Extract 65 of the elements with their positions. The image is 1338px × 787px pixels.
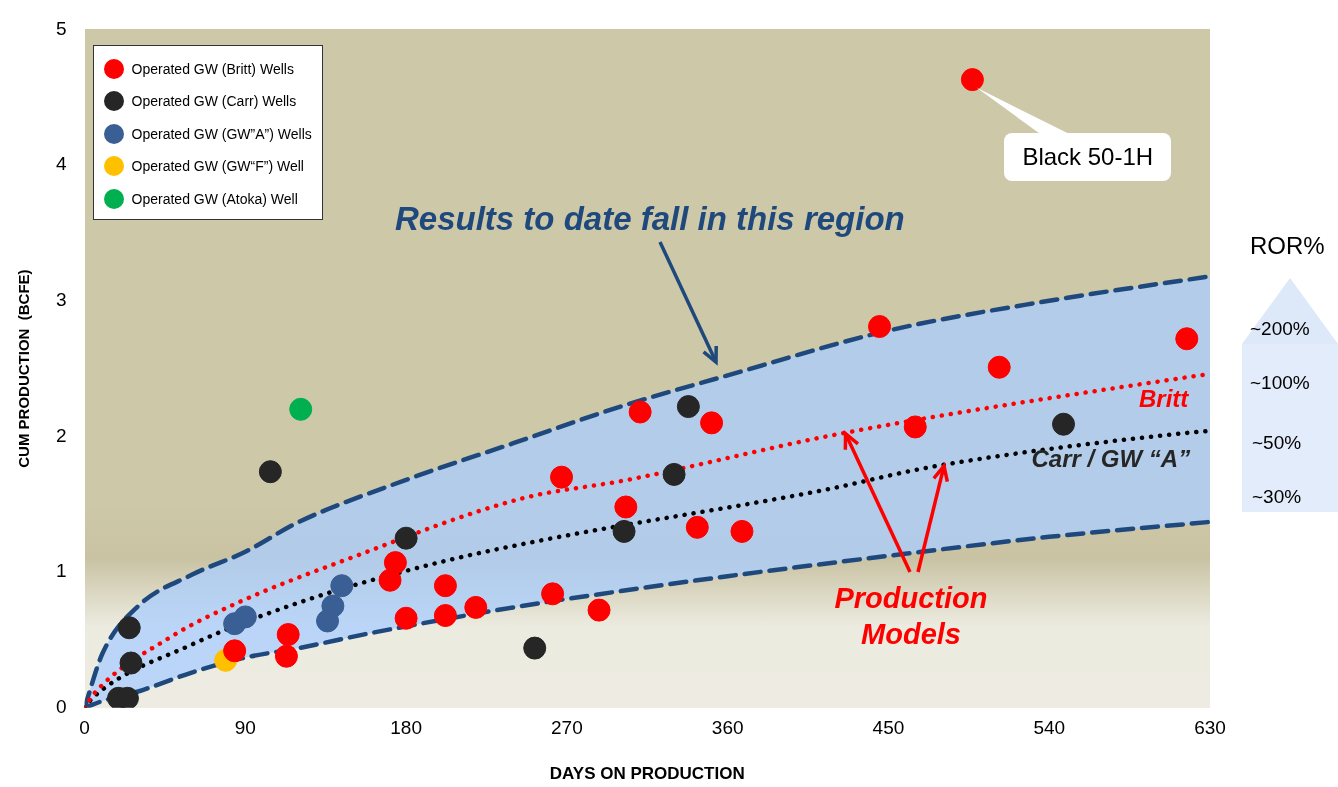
annotation: Results to date fall in this region [395, 200, 905, 238]
x-tick-label: 450 [872, 717, 905, 739]
text: ~100% [1250, 372, 1310, 394]
x-tick-label: 630 [1194, 717, 1226, 739]
point [378, 568, 402, 592]
point [316, 609, 340, 633]
point [289, 397, 313, 421]
point [223, 639, 247, 663]
point [685, 515, 709, 539]
y-tick-label: 5 [55, 17, 67, 39]
point [1052, 412, 1076, 436]
point [119, 651, 143, 675]
x-tick-label: 0 [79, 717, 90, 739]
x-tick-label: 90 [234, 717, 256, 739]
point [614, 495, 638, 519]
text: ROR% [1250, 232, 1325, 260]
point [628, 400, 652, 424]
point [730, 519, 754, 543]
point [394, 606, 418, 630]
legend-label: Operated GW (Britt) Wells [131, 60, 294, 77]
text: ~30% [1252, 486, 1302, 508]
point [233, 605, 257, 629]
legend-label: Operated GW (GW”A”) Wells [131, 125, 312, 142]
point [612, 519, 636, 543]
x-tick-label: 540 [1033, 717, 1066, 739]
point [433, 604, 457, 628]
series-label: Carr / GW “A” [1031, 444, 1191, 472]
y-axis-title: CUM PRODUCTION (BCFE) [15, 269, 33, 468]
text: ~50% [1252, 432, 1302, 454]
annotation: Production Models [833, 581, 989, 652]
x-tick-label: 180 [390, 717, 422, 739]
point [330, 574, 354, 598]
point [662, 462, 686, 486]
legend-label: Operated GW (GW“F”) Well [131, 158, 304, 175]
x-tick-label: 360 [711, 717, 744, 739]
legend-label: Operated GW (Atoka) Well [131, 190, 298, 207]
point [274, 644, 298, 668]
point [541, 582, 565, 606]
y-tick-label: 3 [55, 288, 67, 310]
point [117, 616, 141, 640]
point [464, 595, 488, 619]
point [903, 415, 927, 439]
point [523, 636, 547, 660]
point [1175, 327, 1199, 351]
legend-label: Operated GW (Carr) Wells [131, 93, 297, 110]
point [550, 465, 574, 489]
y-tick-label: 2 [55, 424, 67, 446]
point [587, 598, 611, 622]
series-label: Britt [1139, 385, 1190, 413]
point [700, 411, 724, 435]
y-tick-label: 1 [55, 560, 67, 582]
x-axis-title: DAYS ON PRODUCTION [549, 764, 745, 784]
point [868, 315, 892, 339]
point [433, 574, 457, 598]
x-tick-label: 270 [551, 717, 583, 739]
point [960, 68, 984, 92]
point [987, 355, 1011, 379]
point [676, 395, 700, 419]
point [394, 526, 418, 550]
annotation: Black 50-1H [1004, 132, 1172, 181]
point [276, 623, 300, 647]
y-tick-label: 4 [55, 153, 67, 175]
text: ~200% [1250, 318, 1310, 340]
y-tick-label: 0 [55, 696, 67, 718]
point [258, 460, 282, 484]
